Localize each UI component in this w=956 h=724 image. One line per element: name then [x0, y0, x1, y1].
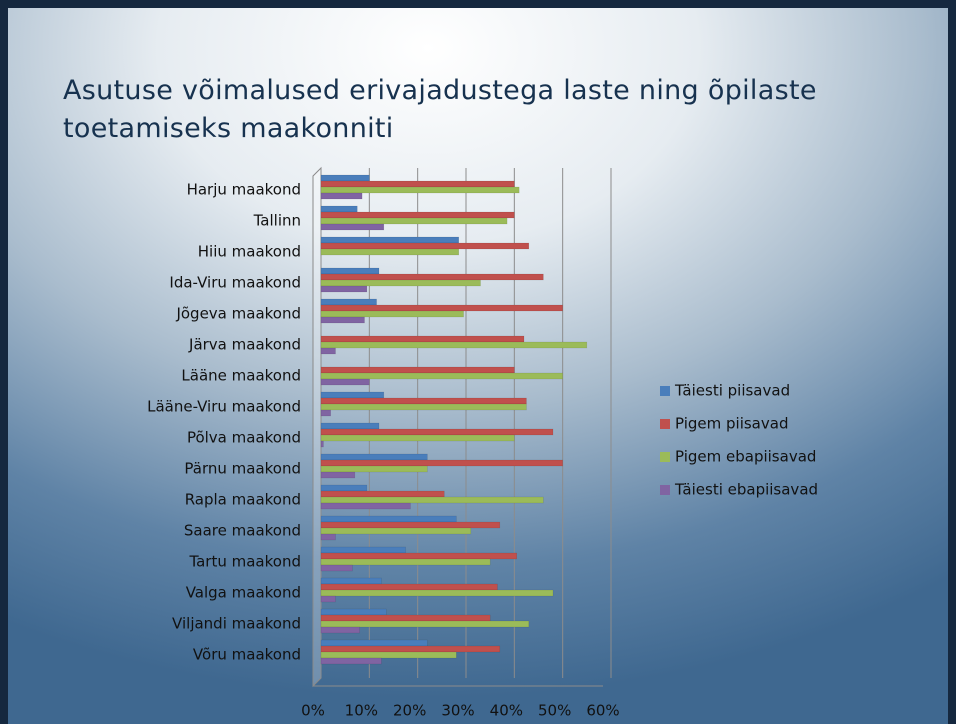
bar [320, 192, 363, 200]
bar [320, 502, 411, 510]
x-tick-label: 40% [490, 702, 523, 720]
bar [320, 459, 563, 467]
bar [320, 434, 515, 442]
bar [320, 422, 380, 430]
legend-label: Täiesti piisavad [674, 382, 790, 400]
y-tick-label: Rapla maakond [185, 491, 301, 509]
bar [320, 484, 368, 492]
legend-label: Pigem piisavad [675, 415, 788, 433]
chart: 0% 10% 20% 30% 40% 50% 60% Harju maakond Tallinn… [147, 166, 818, 720]
y-tick-label: Saare maakond [184, 522, 301, 540]
y-tick-label: Põlva maakond [187, 429, 301, 447]
bar [320, 620, 530, 628]
y-tick-label: Lääne maakond [181, 367, 301, 385]
x-tick-label: 50% [538, 702, 571, 720]
y-tick-label: Tartu maakond [188, 553, 301, 571]
bar [320, 546, 406, 554]
bar [320, 496, 544, 504]
bar [320, 465, 428, 473]
bar [320, 335, 525, 343]
bar [320, 558, 491, 566]
bar [320, 428, 554, 436]
bar [320, 453, 428, 461]
bar [320, 657, 382, 665]
bar [320, 614, 491, 622]
bar [320, 645, 501, 653]
y-tick-label: Harju maakond [187, 181, 301, 199]
y-tick-label: Viljandi maakond [172, 615, 301, 633]
bar [320, 242, 530, 250]
bar [320, 490, 445, 498]
legend-label: Pigem ebapiisavad [675, 448, 816, 466]
y-tick-label: Jõgeva maakond [175, 305, 301, 323]
y-tick-label: Ida-Viru maakond [169, 274, 301, 292]
x-tick-label: 60% [586, 702, 619, 720]
bar [320, 626, 360, 634]
bar [320, 651, 457, 659]
x-tick-label: 30% [441, 702, 474, 720]
bar [320, 552, 517, 560]
bar [320, 595, 336, 603]
bar [320, 273, 544, 281]
bar [320, 515, 457, 523]
y-tick-label: Valga maakond [186, 584, 301, 602]
bar [320, 211, 515, 219]
bar [320, 391, 385, 399]
bar [320, 186, 520, 194]
bar [320, 217, 508, 225]
y-tick-label: Pärnu maakond [184, 460, 301, 478]
bar [320, 403, 527, 411]
bar [320, 316, 365, 324]
plot-wall [312, 166, 322, 688]
y-tick-label: Võru maakond [193, 646, 301, 664]
bar [320, 583, 498, 591]
bar [320, 366, 515, 374]
bar [320, 267, 380, 275]
legend-label: Täiesti ebapiisavad [674, 481, 818, 499]
bar [320, 372, 563, 380]
y-tick-label: Järva maakond [188, 336, 301, 354]
bar [320, 577, 382, 585]
bar [320, 205, 358, 213]
legend-swatch [660, 419, 670, 429]
bar [320, 409, 331, 417]
legend-swatch [660, 452, 670, 462]
bar [320, 533, 336, 541]
y-tick-label: Tallinn [253, 212, 301, 230]
bar [320, 397, 527, 405]
bar [320, 174, 370, 182]
bar [320, 608, 387, 616]
bar [320, 440, 324, 448]
y-tick-label: Lääne-Viru maakond [147, 398, 301, 416]
bar [320, 285, 368, 293]
bar [320, 248, 459, 256]
bar [320, 639, 428, 647]
x-tick-label: 20% [393, 702, 426, 720]
bar [320, 589, 554, 597]
chart-title: Asutuse võimalused erivajadustega laste … [63, 75, 817, 144]
bar [320, 378, 370, 386]
bar [320, 341, 588, 349]
bar [320, 310, 464, 318]
bar [320, 471, 356, 479]
bar [320, 180, 515, 188]
bar [320, 564, 353, 572]
x-tick-label: 0% [301, 702, 325, 720]
bar [320, 347, 336, 355]
bar [320, 521, 501, 529]
bar [320, 527, 472, 535]
x-tick-label: 10% [345, 702, 378, 720]
bar [320, 223, 385, 231]
bar [320, 279, 481, 287]
legend-swatch [660, 386, 670, 396]
bar [320, 304, 563, 312]
bar [320, 236, 459, 244]
legend-swatch [660, 485, 670, 495]
bar [320, 298, 377, 306]
y-tick-label: Hiiu maakond [198, 243, 301, 261]
